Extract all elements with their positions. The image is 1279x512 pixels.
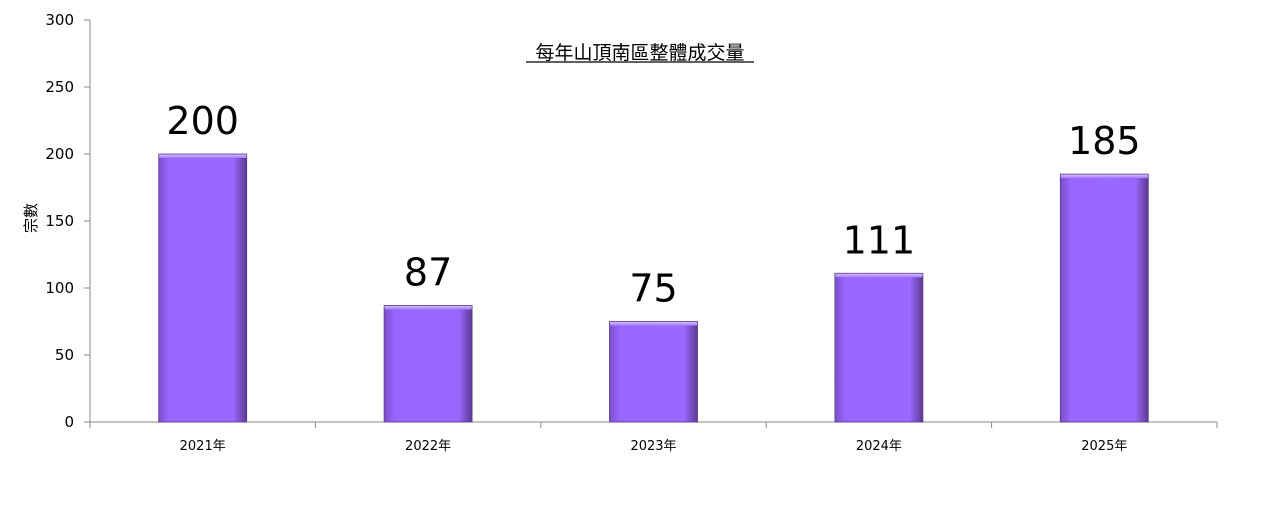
y-tick-label: 100 — [45, 279, 74, 297]
x-category-label: 2025年 — [1081, 439, 1127, 454]
bar-outline — [1059, 173, 1149, 423]
bar — [383, 305, 473, 423]
bars — [158, 153, 1149, 423]
bar-body — [158, 154, 247, 422]
y-tick-label: 300 — [45, 11, 74, 29]
y-tick-label: 200 — [45, 145, 74, 163]
data-label: 200 — [166, 99, 239, 143]
bar-outline — [383, 305, 473, 423]
bar-body — [384, 305, 473, 422]
bar-body — [609, 321, 698, 422]
data-labels: 200 87 75 111 185 — [166, 99, 1140, 311]
y-axis: 0 50 100 150 200 250 300 — [45, 11, 91, 431]
bar-top-highlight — [609, 321, 698, 326]
data-label: 87 — [404, 250, 452, 294]
x-category-label: 2023年 — [630, 439, 676, 454]
bar-body — [834, 273, 923, 422]
data-label: 111 — [843, 218, 916, 262]
y-tick-label: 50 — [55, 346, 74, 364]
y-tick-label: 0 — [64, 413, 74, 431]
bar-top-highlight — [834, 273, 923, 278]
bar-outline — [834, 272, 924, 423]
chart-title: 每年山頂南區整體成交量 — [526, 42, 754, 64]
x-category-label: 2021年 — [180, 439, 226, 454]
data-label: 75 — [629, 267, 677, 311]
x-category-label: 2024年 — [856, 439, 902, 454]
bar-body — [1060, 174, 1149, 422]
bar-top-highlight — [1060, 174, 1149, 179]
x-category-label: 2022年 — [405, 439, 451, 454]
bar-outline — [609, 321, 698, 423]
x-axis — [89, 421, 1218, 428]
y-axis-label: 宗數 — [22, 203, 40, 233]
data-label: 185 — [1068, 119, 1141, 163]
bar — [834, 272, 924, 423]
bar — [609, 321, 698, 423]
bar-top-highlight — [384, 305, 473, 310]
y-tick-label: 250 — [45, 78, 74, 96]
category-labels: 2021年 2022年 2023年 2024年 2025年 — [180, 439, 1128, 454]
y-tick-label: 150 — [45, 212, 74, 230]
bar — [158, 153, 248, 423]
chart-title-text: 每年山頂南區整體成交量 — [535, 42, 744, 64]
bar-top-highlight — [158, 154, 247, 158]
bar-outline — [158, 153, 248, 423]
bar — [1059, 173, 1149, 423]
